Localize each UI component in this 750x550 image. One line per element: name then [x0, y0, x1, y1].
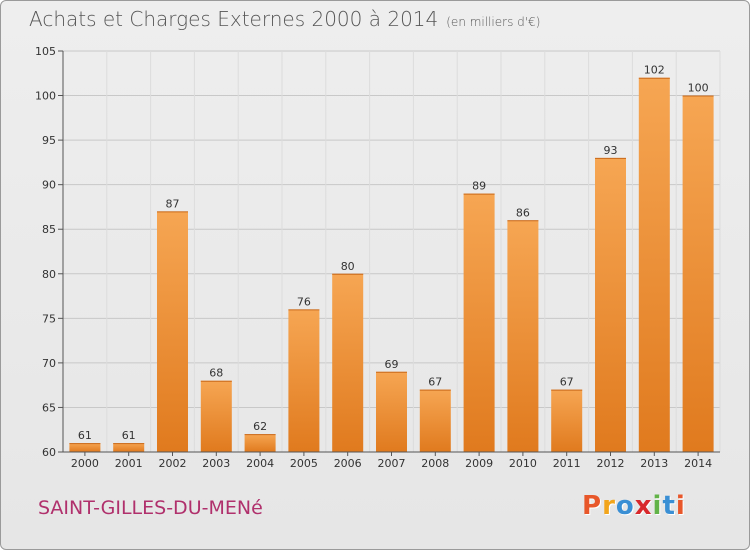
- data-label: 80: [341, 260, 355, 273]
- x-tick-label: 2002: [159, 457, 187, 470]
- data-label: 100: [688, 82, 709, 95]
- data-label: 86: [516, 206, 530, 219]
- bar: [595, 157, 626, 452]
- data-label: 102: [644, 64, 665, 77]
- logo-letter: r: [602, 491, 616, 521]
- logo-letter: x: [634, 491, 653, 521]
- logo-letter: t: [662, 491, 676, 521]
- bar: [200, 380, 232, 452]
- x-tick-label: 2014: [684, 457, 712, 470]
- x-tick-label: 2003: [202, 457, 230, 470]
- proxiti-logo[interactable]: Proxiti: [582, 491, 686, 521]
- y-tick-label: 95: [42, 134, 56, 147]
- bar: [113, 443, 145, 452]
- data-label: 68: [209, 367, 223, 380]
- data-label: 76: [297, 295, 311, 308]
- x-tick-label: 2008: [421, 457, 449, 470]
- logo-letter: o: [615, 491, 635, 521]
- y-tick-label: 85: [42, 223, 56, 236]
- bar: [244, 434, 276, 452]
- logo-letter: i: [675, 491, 686, 521]
- y-tick-label: 75: [42, 312, 56, 325]
- y-tick-label: 105: [35, 45, 56, 58]
- bar: [682, 95, 714, 453]
- y-tick-label: 60: [42, 446, 56, 459]
- town-name: SAINT-GILLES-DU-MENé: [38, 497, 263, 519]
- x-tick-label: 2011: [553, 457, 581, 470]
- x-tick-label: 2004: [246, 457, 274, 470]
- y-tick-label: 80: [42, 268, 56, 281]
- x-tick-label: 2009: [465, 457, 493, 470]
- y-tick-label: 90: [42, 179, 56, 192]
- logo-letter: i: [652, 491, 663, 521]
- x-tick-label: 2013: [640, 457, 668, 470]
- bar: [463, 193, 495, 453]
- data-label: 61: [78, 429, 92, 442]
- data-label: 67: [428, 376, 442, 389]
- bar: [376, 371, 407, 452]
- data-label: 93: [604, 144, 618, 157]
- data-label: 87: [166, 197, 180, 210]
- chart-subtitle: (en milliers d'€): [446, 15, 541, 29]
- x-tick-label: 2012: [597, 457, 625, 470]
- bar: [157, 211, 188, 452]
- data-label: 61: [122, 429, 136, 442]
- bar: [69, 443, 101, 452]
- bar: [551, 389, 583, 452]
- bar: [288, 309, 320, 452]
- y-tick-label: 70: [42, 357, 56, 370]
- x-tick-label: 2010: [509, 457, 537, 470]
- data-label: 62: [253, 420, 267, 433]
- data-label: 69: [385, 358, 399, 371]
- data-label: 89: [472, 180, 486, 193]
- x-tick-label: 2001: [115, 457, 143, 470]
- chart-title-block: Achats et Charges Externes 2000 à 2014 (e…: [29, 7, 540, 31]
- y-tick-label: 100: [35, 90, 56, 103]
- x-tick-label: 2006: [334, 457, 362, 470]
- data-label: 67: [560, 376, 574, 389]
- x-tick-label: 2007: [378, 457, 406, 470]
- chart-title: Achats et Charges Externes 2000 à 2014: [29, 7, 439, 31]
- bar: [507, 220, 539, 452]
- y-tick-label: 65: [42, 401, 56, 414]
- x-tick-label: 2000: [71, 457, 99, 470]
- bar: [332, 273, 364, 452]
- bar: [638, 77, 670, 452]
- x-tick-label: 2005: [290, 457, 318, 470]
- bar: [419, 389, 451, 452]
- logo-letter: P: [582, 491, 603, 521]
